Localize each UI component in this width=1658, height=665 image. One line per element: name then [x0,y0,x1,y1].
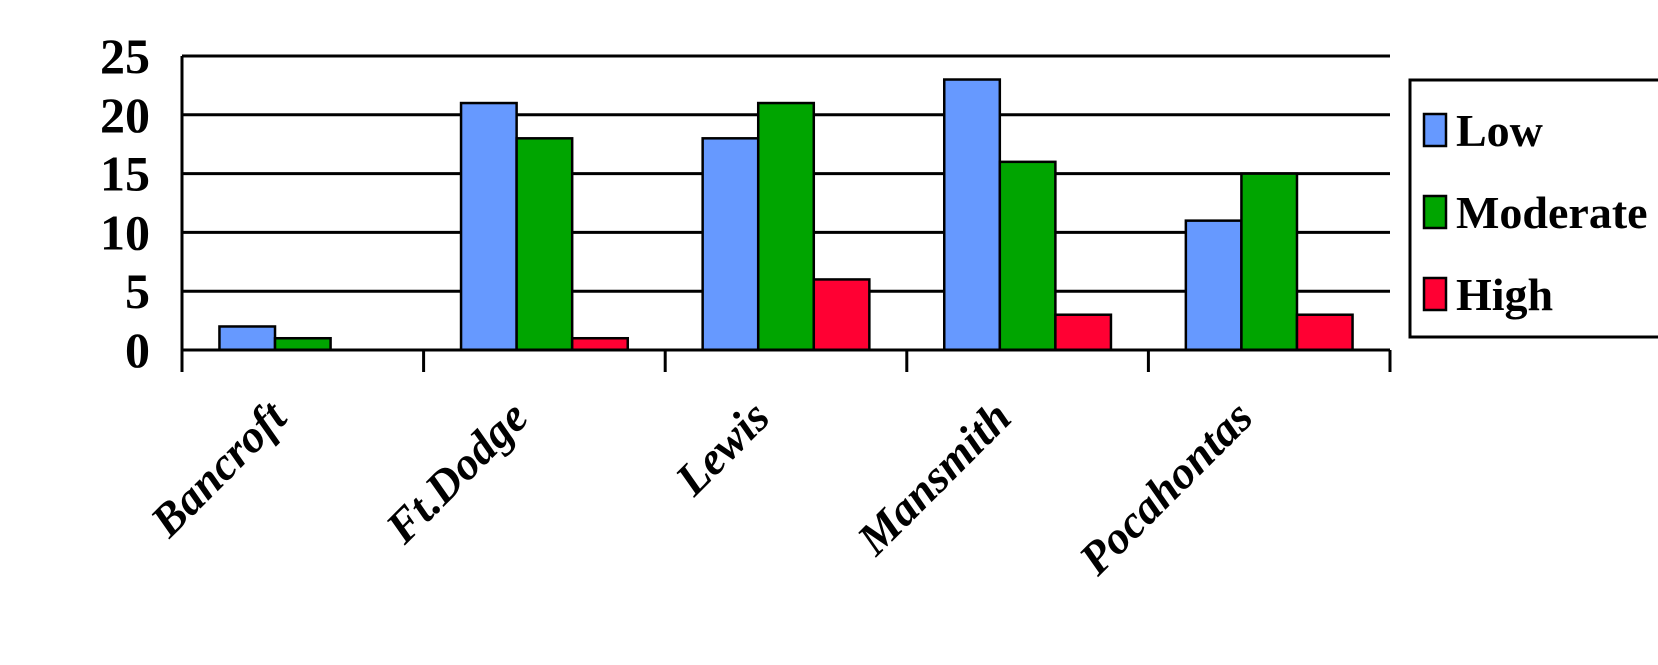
legend-swatch-moderate [1422,194,1448,230]
legend-box [1408,78,1658,339]
bar-moderate-ftdodge [515,137,574,352]
bar-moderate-mansmith [998,160,1057,352]
axes [180,56,1392,372]
y-tick-label: 15 [100,146,150,202]
legend-label-high: High [1456,269,1553,320]
bar-moderate-bancroft [273,336,332,352]
legend-swatch-high [1422,276,1448,312]
y-tick-label: 10 [100,204,150,260]
x-tick-label: Ft.Dodge [375,391,537,553]
bar-high-ftdodge [570,336,630,352]
legend-label-low: Low [1456,105,1543,156]
y-tick-label: 25 [100,28,150,84]
legend-label-moderate: Moderate [1456,187,1648,238]
bar-moderate-pocahontas [1240,172,1299,352]
bar-low-ftdodge [459,101,518,352]
y-tick-label: 20 [100,87,150,143]
bars [218,78,1354,352]
bar-high-lewis [812,278,871,352]
x-tick-label: Lewis [665,391,779,505]
bar-high-mansmith [1054,313,1113,352]
bar-moderate-lewis [756,101,816,352]
x-tick-label: Pocahontas [1068,391,1262,585]
y-tick-label: 5 [125,263,150,319]
legend: Low Moderate High [1408,78,1658,339]
bar-low-mansmith [942,78,1002,352]
bar-high-pocahontas [1295,313,1354,352]
x-tick-labels: Bancroft Ft.Dodge Lewis Mansmith Pocahontas [140,390,1262,585]
bar-low-pocahontas [1184,219,1243,352]
bar-low-lewis [701,137,760,352]
bar-low-bancroft [218,325,277,352]
legend-swatch-low [1422,112,1448,148]
x-tick-label: Bancroft [140,390,297,547]
x-tick-label: Mansmith [847,391,1021,565]
y-tick-label: 0 [125,322,150,378]
